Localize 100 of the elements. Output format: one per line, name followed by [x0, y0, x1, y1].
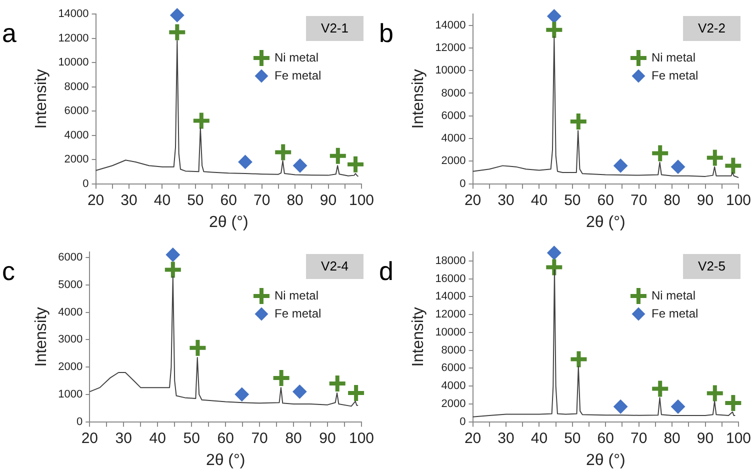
x-tick-label: 60 [220, 192, 237, 209]
y-tick-label: 4000 [58, 306, 83, 318]
y-tick-label: 14000 [58, 8, 89, 20]
point [650, 143, 670, 164]
x-tick-label: 80 [286, 192, 304, 209]
y-tick-label: 8000 [441, 344, 466, 356]
text: c [2, 256, 15, 286]
x-axis-title: 2θ (°) [206, 452, 246, 469]
x-axis-title: 2θ (°) [208, 214, 248, 231]
x-tick-label: 30 [120, 192, 138, 209]
x-tick-label: 20 [87, 192, 104, 209]
y-tick-label: 3000 [58, 334, 83, 346]
point [704, 383, 725, 404]
legend-label: Fe metal [274, 68, 322, 82]
point [544, 20, 564, 40]
point [166, 248, 180, 262]
y-tick-label: 0 [460, 416, 466, 428]
x-tick-label: 100 [726, 430, 751, 447]
x-tick-label: 70 [254, 192, 270, 209]
text: a [2, 18, 17, 48]
y-tick-label: 0 [76, 416, 83, 428]
point [547, 9, 562, 24]
x-tick-label: 30 [498, 430, 514, 447]
point [614, 158, 628, 173]
legend-label: Ni metal [274, 288, 318, 302]
annotation: V2-1 [321, 20, 348, 36]
y-tick-label: 2000 [64, 154, 89, 166]
point [170, 8, 184, 22]
y-tick-label: 14000 [435, 290, 466, 303]
y-tick-label: 2000 [441, 398, 466, 410]
annotation: V2-2 [698, 20, 726, 36]
legend-label: Fe metal [651, 68, 698, 82]
legend-label: Fe metal [651, 306, 698, 320]
y-tick-label: 10000 [435, 326, 466, 338]
x-tick-label: 100 [726, 192, 751, 209]
x-tick-label: 40 [149, 430, 166, 447]
x-tick-label: 80 [664, 430, 680, 447]
point [238, 154, 252, 169]
x-tick-label: 80 [664, 192, 680, 209]
y-tick-label: 5000 [58, 278, 83, 291]
x-tick-label: 70 [251, 430, 268, 447]
y-tick-label: 6000 [58, 252, 83, 264]
y-tick-label: 0 [82, 178, 89, 190]
x-tick-label: 100 [348, 192, 374, 209]
y-tick-label: 4000 [441, 132, 466, 145]
point [547, 246, 562, 260]
y-tick-label: 12000 [435, 308, 466, 321]
y-tick-label: 6000 [441, 110, 466, 122]
point [723, 156, 744, 176]
x-tick-label: 70 [630, 192, 648, 209]
y-tick-label: 12000 [435, 42, 466, 54]
y-tick-label: 8000 [441, 87, 466, 100]
point [704, 148, 725, 168]
y-tick-label: 1000 [58, 388, 83, 400]
x-tick-label: 90 [320, 192, 337, 209]
x-tick-label: 20 [464, 192, 482, 209]
y-tick-label: 14000 [435, 19, 466, 32]
y-tick-label: 16000 [435, 272, 466, 285]
point [671, 400, 686, 414]
x-tick-label: 90 [319, 430, 336, 447]
y-tick-label: 18000 [435, 254, 466, 267]
point [328, 146, 348, 166]
legend-label: Ni metal [651, 288, 696, 302]
x-tick-label: 30 [498, 192, 514, 209]
y-tick-label: 8000 [64, 80, 89, 93]
y-tick-label: 12000 [58, 32, 89, 44]
point [273, 142, 294, 162]
x-tick-label: 40 [154, 192, 171, 209]
x-tick-label: 60 [597, 192, 614, 209]
x-tick-label: 30 [115, 430, 132, 447]
x-tick-label: 80 [285, 430, 302, 447]
x-axis-title: 2θ (°) [586, 214, 626, 231]
point [292, 384, 307, 399]
point [568, 349, 589, 370]
annotation: V2-5 [698, 258, 726, 274]
x-tick-label: 20 [81, 430, 98, 447]
y-tick-label: 6000 [441, 362, 466, 374]
x-tick-label: 50 [564, 430, 581, 447]
point [191, 110, 212, 131]
text: d [379, 256, 394, 286]
point [167, 22, 188, 42]
y-tick-label: 10000 [58, 56, 89, 69]
y-tick-label: 10000 [435, 64, 466, 77]
y-tick-label: 6000 [64, 105, 89, 118]
x-tick-label: 60 [217, 430, 234, 447]
point [293, 158, 308, 173]
x-tick-label: 100 [348, 430, 374, 447]
y-axis-title: Intensity [33, 307, 50, 367]
point [234, 387, 249, 402]
x-axis-title: 2θ (°) [586, 452, 626, 469]
legend-label: Ni metal [274, 50, 318, 64]
x-tick-label: 50 [187, 192, 204, 209]
x-tick-label: 20 [464, 430, 482, 447]
y-tick-label: 2000 [58, 361, 83, 374]
y-axis-title: Intensity [410, 307, 428, 367]
x-tick-label: 90 [696, 430, 714, 447]
annotation: V2-4 [321, 258, 348, 274]
x-tick-label: 50 [564, 192, 581, 209]
text: b [379, 18, 394, 48]
legend-label: Fe metal [274, 306, 322, 320]
